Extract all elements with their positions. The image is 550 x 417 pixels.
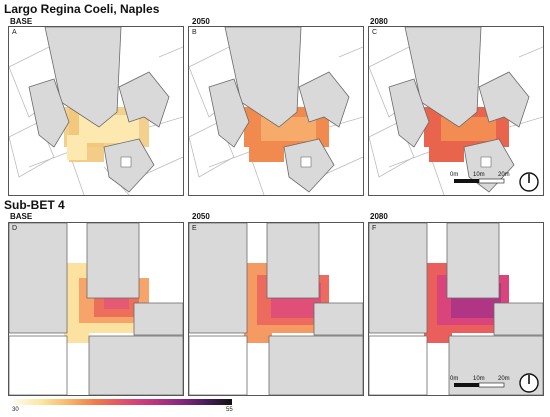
scale-label-0-bottom: 0m <box>450 376 458 382</box>
north-arrow-icon-bottom <box>519 373 539 393</box>
panel-letter-d: D <box>12 225 18 232</box>
scale-label-0-top: 0m <box>450 172 458 178</box>
scenario-label-base-top: BASE <box>10 17 33 26</box>
scenario-label-2050-bottom: 2050 <box>192 212 210 221</box>
naples-map-2080: 0m 10m 20m <box>369 27 543 195</box>
scale-bar-bottom: 0m 10m 20m <box>450 376 510 388</box>
scenario-label-2080-top: 2080 <box>370 17 388 26</box>
map-panel-e: E <box>188 222 364 396</box>
scale-label-20-top: 20m <box>498 172 510 178</box>
panel-letter-f: F <box>372 225 377 232</box>
map-panel-c: 0m 10m 20m C <box>368 26 544 196</box>
panel-letter-c: C <box>372 29 378 36</box>
map-panel-a: A <box>8 26 184 196</box>
scale-label-10-bottom: 10m <box>473 376 485 382</box>
map-panel-d: D <box>8 222 184 396</box>
naples-map-2050 <box>189 27 363 195</box>
scale-label-10-top: 10m <box>473 172 485 178</box>
subbet-map-2050 <box>189 223 363 395</box>
section-title-naples: Largo Regina Coeli, Naples <box>4 2 160 16</box>
north-arrow-icon <box>519 172 539 192</box>
scenario-label-2080-bottom: 2080 <box>370 212 388 221</box>
map-panel-f: 0m 10m 20m F <box>368 222 544 396</box>
scenario-label-base-bottom: BASE <box>10 212 33 221</box>
panel-letter-e: E <box>192 225 197 232</box>
colorbar <box>14 399 232 405</box>
panel-letter-a: A <box>12 29 17 36</box>
section-title-subbet4: Sub-BET 4 <box>4 198 65 212</box>
scale-label-20-bottom: 20m <box>498 376 510 382</box>
panel-letter-b: B <box>192 29 197 36</box>
colorbar-max-label: 55 <box>226 407 233 413</box>
scale-bar-top: 0m 10m 20m <box>450 172 510 184</box>
scenario-label-2050-top: 2050 <box>192 17 210 26</box>
naples-map-base <box>9 27 183 195</box>
map-panel-b: B <box>188 26 364 196</box>
subbet-map-base <box>9 223 183 395</box>
subbet-map-2080: 0m 10m 20m <box>369 223 543 395</box>
colorbar-min-label: 30 <box>12 407 19 413</box>
